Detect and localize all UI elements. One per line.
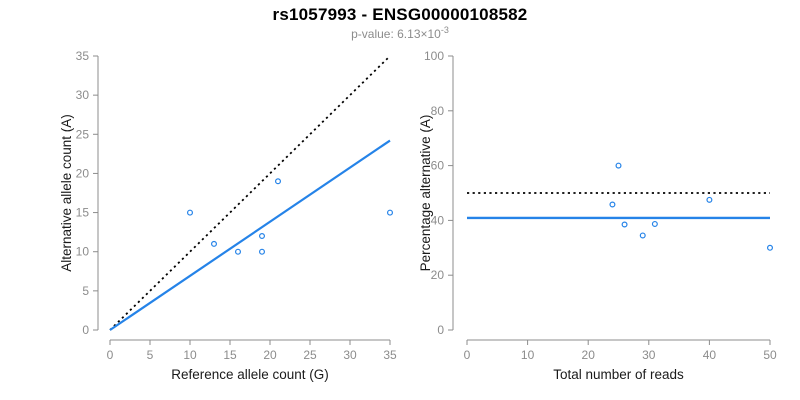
fitted-ratio-line <box>109 139 391 331</box>
x-axis-tick-label: 0 <box>464 348 471 362</box>
x-axis-label: Total number of reads <box>553 367 684 382</box>
y-axis-tick-label: 100 <box>424 49 444 63</box>
data-point <box>235 248 242 255</box>
data-point <box>766 244 773 251</box>
data-point <box>706 196 713 203</box>
y-axis-tick-label: 0 <box>82 323 89 337</box>
x-axis-tick-label: 5 <box>147 348 154 362</box>
y-axis-tick-label: 25 <box>76 127 90 141</box>
y-axis-tick-label: 60 <box>431 159 445 173</box>
x-axis-tick-label: 10 <box>521 348 535 362</box>
y-axis-tick-label: 20 <box>76 166 90 180</box>
x-axis-tick-label: 20 <box>582 348 596 362</box>
y-axis-tick-label: 10 <box>76 245 90 259</box>
x-axis-tick-label: 35 <box>383 348 397 362</box>
y-axis-label: Percentage alternative (A) <box>418 115 433 272</box>
x-axis-tick-label: 30 <box>343 348 357 362</box>
scatter-panel-right: 0 20 40 60 80 100 0 10 20 30 40 50 Total number of r… <box>418 49 777 382</box>
data-point <box>387 209 394 216</box>
x-axis-label: Reference allele count (G) <box>171 367 329 382</box>
y-axis-tick-label: 0 <box>437 323 444 337</box>
y-axis-tick-label: 40 <box>431 213 445 227</box>
data-point <box>615 162 622 169</box>
data-point <box>639 232 646 239</box>
y-axis-tick-label: 15 <box>76 206 90 220</box>
data-point <box>259 248 266 255</box>
y-axis-label: Alternative allele count (A) <box>59 114 74 272</box>
scatter-panel-left: 0 5 10 15 20 25 30 35 0 5 10 15 20 25 30 35 Reference al… <box>59 49 397 382</box>
x-axis-tick-label: 40 <box>703 348 717 362</box>
pvalue-text: p-value: 6.13×10 <box>351 27 441 41</box>
x-axis-tick-label: 15 <box>223 348 237 362</box>
data-point <box>621 221 628 228</box>
x-axis-tick-label: 30 <box>642 348 656 362</box>
figure-title: rs1057993 - ENSG00000108582 <box>272 5 528 24</box>
data-point <box>211 240 218 247</box>
data-point <box>187 209 194 216</box>
x-axis-tick-label: 50 <box>763 348 777 362</box>
data-point <box>259 233 266 240</box>
x-axis-tick-label: 20 <box>263 348 277 362</box>
x-axis-tick-label: 0 <box>107 348 114 362</box>
data-point <box>275 178 282 185</box>
figure-subtitle: p-value: 6.13×10-3 <box>0 25 800 41</box>
y-axis-tick-label: 35 <box>76 49 90 63</box>
identity-line <box>109 55 391 331</box>
y-axis-tick-label: 20 <box>431 268 445 282</box>
y-axis-tick-label: 30 <box>76 88 90 102</box>
pvalue-exponent: -3 <box>440 25 449 35</box>
data-point <box>609 201 616 208</box>
data-point <box>651 220 658 227</box>
y-axis-tick-label: 5 <box>82 284 89 298</box>
x-axis-tick-label: 10 <box>183 348 197 362</box>
y-axis-tick-label: 80 <box>431 104 445 118</box>
x-axis-tick-label: 25 <box>303 348 317 362</box>
